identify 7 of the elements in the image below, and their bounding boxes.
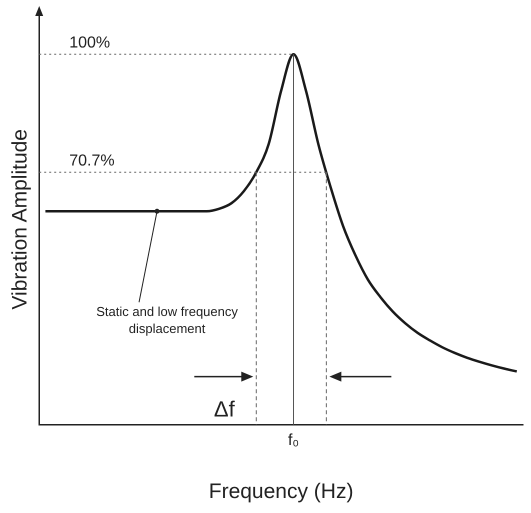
annotation: Static and low frequency displacement xyxy=(96,304,238,336)
text: f₀ xyxy=(288,432,300,450)
x-axis-title: Frequency (Hz) xyxy=(208,480,354,504)
annotation: Δf xyxy=(214,396,236,422)
ref-line-label: 100% xyxy=(69,34,110,52)
ref-line-label: 70.7% xyxy=(69,152,115,170)
y-axis-title: Vibration Amplitude xyxy=(8,129,32,310)
